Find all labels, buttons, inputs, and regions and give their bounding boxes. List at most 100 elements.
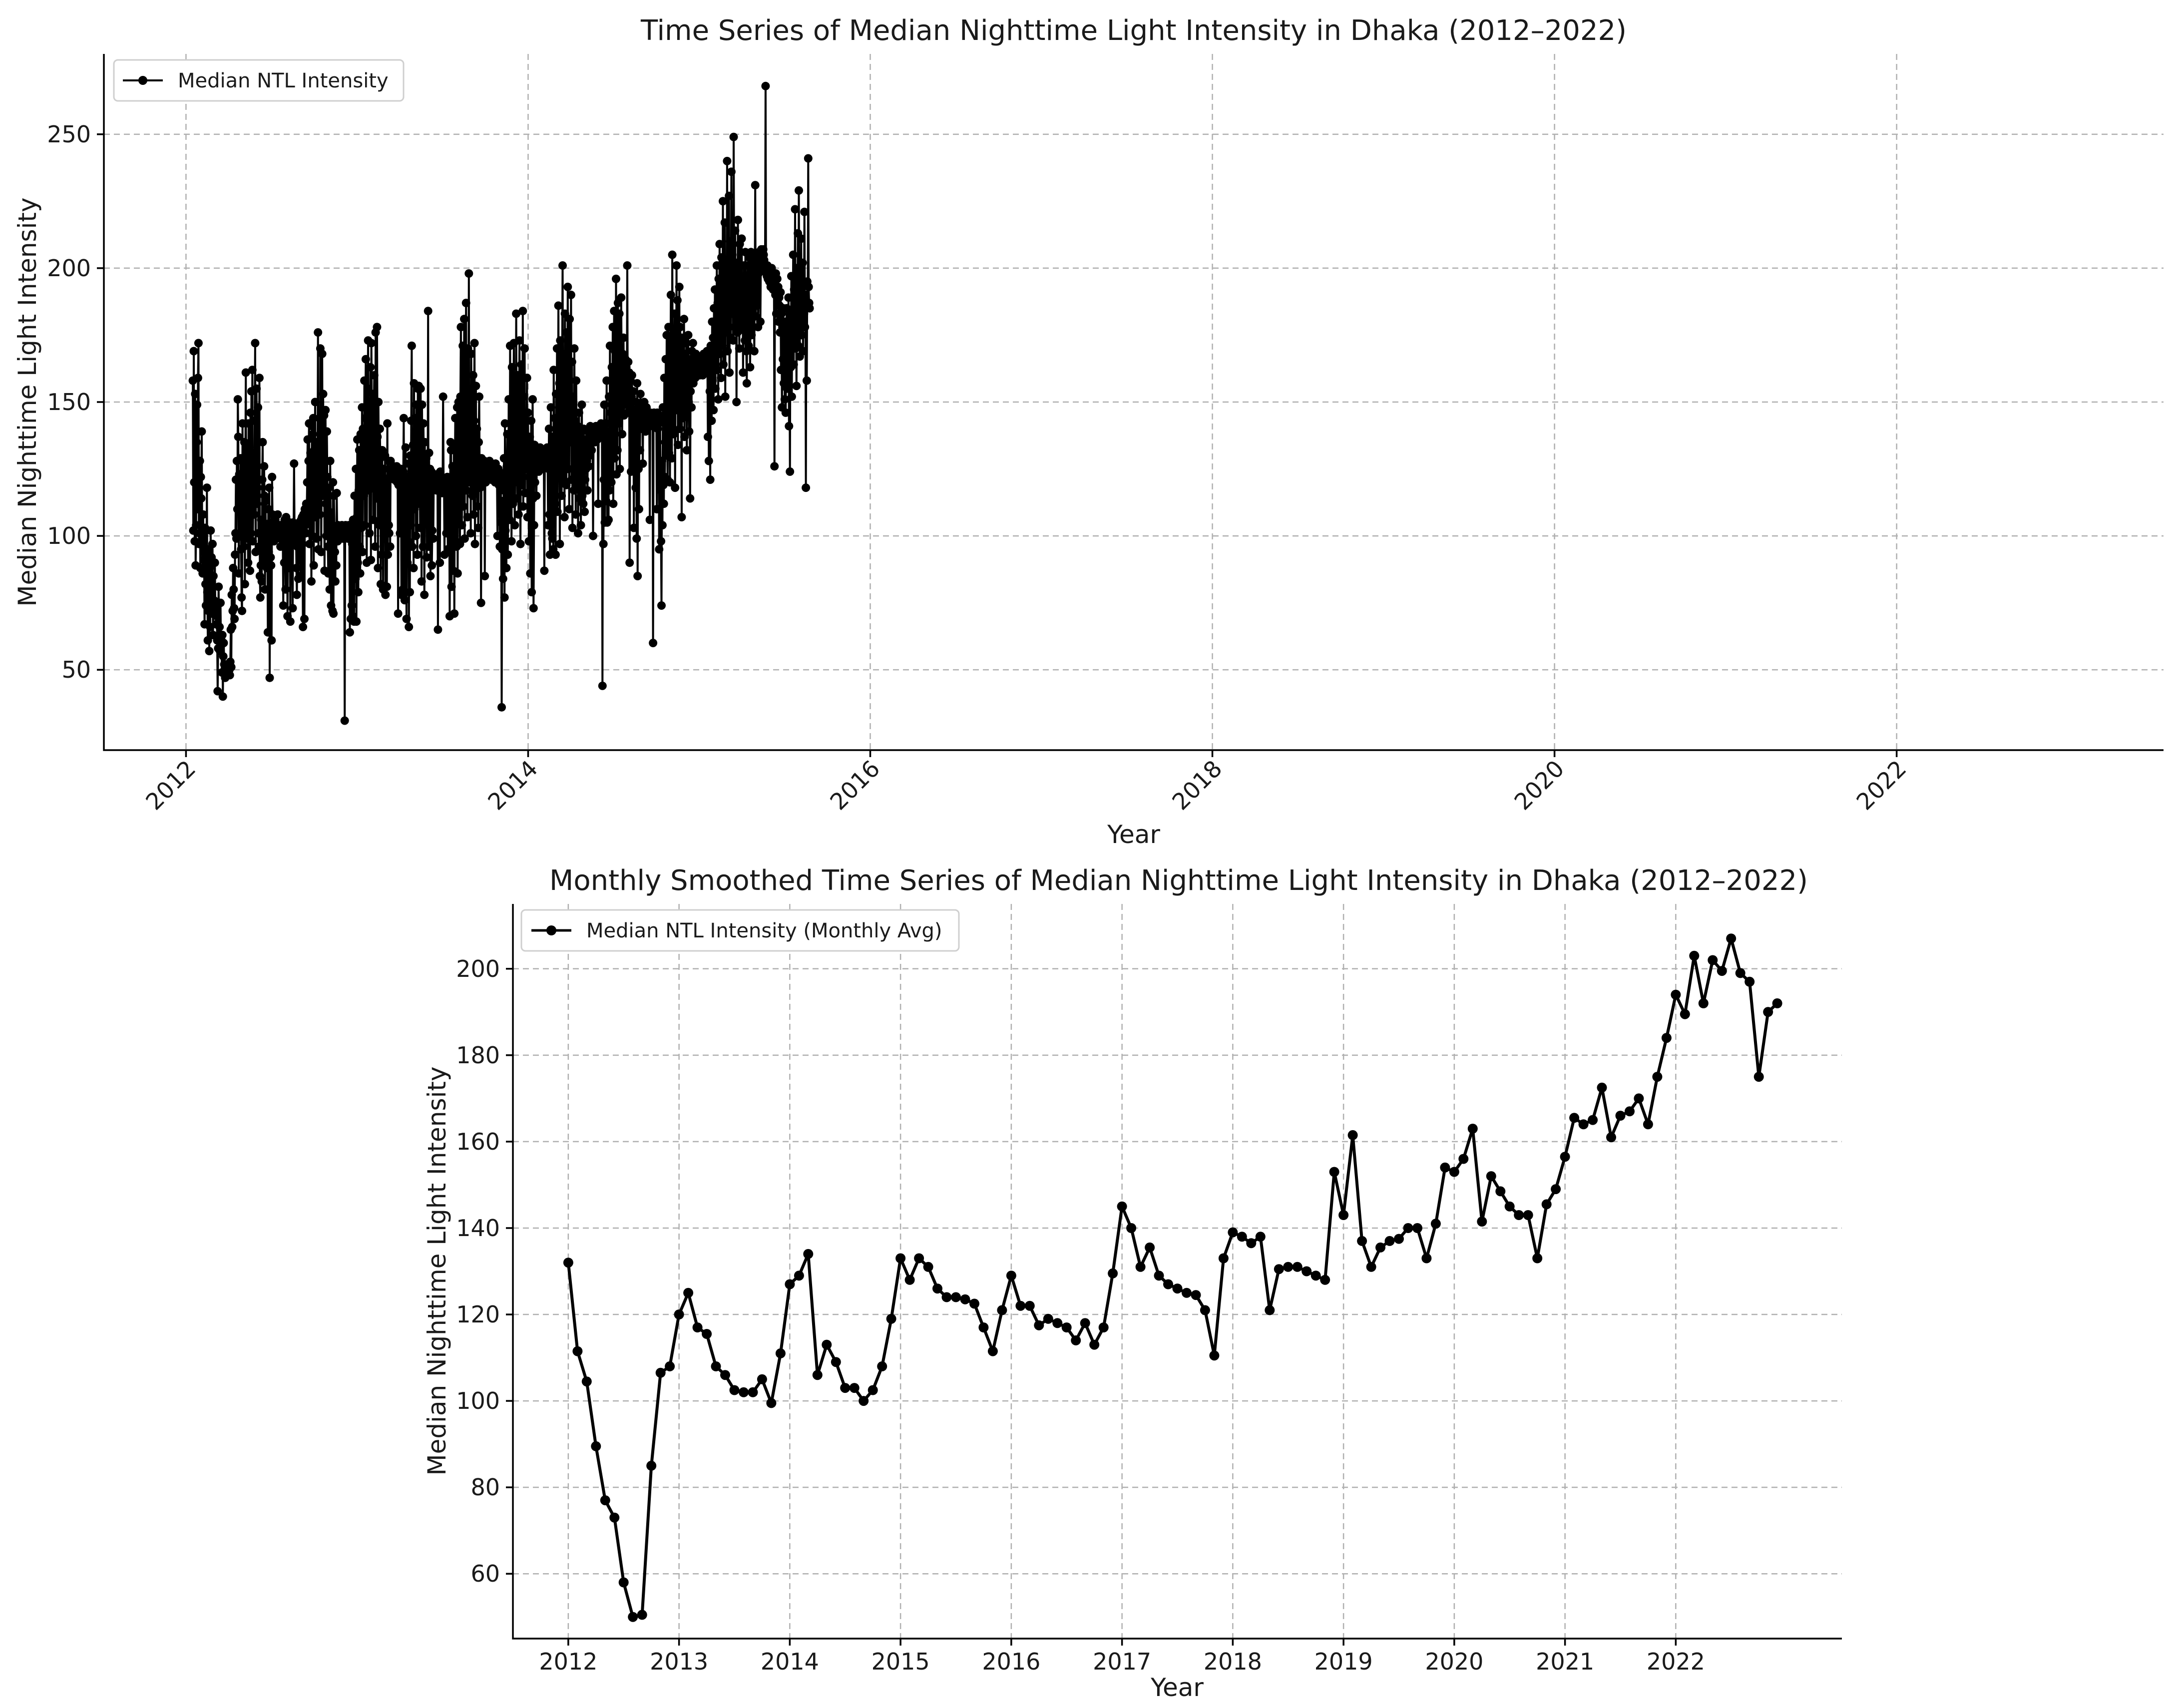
data-point xyxy=(304,456,313,465)
y-tick-label: 160 xyxy=(456,1128,500,1155)
data-point xyxy=(812,1370,823,1380)
data-point xyxy=(407,521,415,530)
data-point xyxy=(248,366,257,375)
data-point xyxy=(735,344,744,353)
data-point xyxy=(661,437,670,446)
data-point xyxy=(1024,1300,1035,1311)
data-point xyxy=(553,507,562,516)
data-point xyxy=(329,609,338,618)
chart-2-x-label: Year xyxy=(1150,1673,1204,1702)
data-point xyxy=(370,371,379,380)
data-point xyxy=(877,1361,887,1371)
data-point xyxy=(726,237,734,246)
data-point xyxy=(241,368,250,377)
data-point xyxy=(218,631,227,639)
x-tick-label: 2012 xyxy=(539,1648,597,1675)
data-point xyxy=(1753,1072,1764,1082)
data-point xyxy=(412,531,421,540)
data-point xyxy=(506,437,515,446)
data-point xyxy=(618,429,627,438)
data-point xyxy=(563,1258,573,1268)
data-point xyxy=(512,309,521,318)
data-point xyxy=(1172,1283,1183,1294)
data-point xyxy=(464,451,473,460)
data-point xyxy=(474,437,483,446)
data-point xyxy=(729,132,738,141)
data-point xyxy=(374,398,383,407)
data-point xyxy=(554,467,563,476)
data-point xyxy=(326,513,335,521)
data-point xyxy=(361,355,370,364)
data-point xyxy=(319,440,328,449)
data-point xyxy=(470,339,479,348)
data-point xyxy=(307,577,316,586)
data-point xyxy=(527,588,536,597)
x-tick-label: 2016 xyxy=(982,1648,1040,1675)
data-point xyxy=(239,542,248,551)
data-point xyxy=(742,379,751,388)
data-point xyxy=(784,374,793,383)
data-point xyxy=(574,408,583,417)
data-point xyxy=(707,366,716,375)
data-point xyxy=(532,491,541,500)
data-point xyxy=(1680,1009,1690,1019)
data-point xyxy=(244,558,253,567)
data-point xyxy=(480,572,489,580)
data-point xyxy=(470,539,479,548)
data-point xyxy=(406,451,415,460)
data-point xyxy=(728,250,737,259)
data-point xyxy=(607,363,616,372)
data-point xyxy=(323,472,332,481)
data-point xyxy=(376,425,384,433)
data-point xyxy=(473,502,482,511)
data-point xyxy=(1163,1279,1173,1289)
data-point xyxy=(605,486,614,495)
data-point xyxy=(738,293,747,302)
data-point xyxy=(254,403,263,412)
data-point xyxy=(1606,1132,1616,1143)
data-point xyxy=(1744,976,1755,987)
data-point xyxy=(895,1253,906,1264)
data-point xyxy=(612,274,620,283)
y-tick-label: 80 xyxy=(470,1474,500,1501)
data-point xyxy=(208,539,217,548)
data-point xyxy=(803,1249,814,1259)
data-point xyxy=(370,464,379,473)
data-point xyxy=(594,499,603,508)
data-point xyxy=(752,301,761,310)
data-point xyxy=(576,521,585,530)
data-point xyxy=(951,1292,961,1302)
data-point xyxy=(516,539,525,548)
data-point xyxy=(257,577,266,586)
data-point xyxy=(517,480,526,489)
data-point xyxy=(632,534,641,543)
data-point xyxy=(375,475,384,484)
data-point xyxy=(1588,1115,1598,1125)
data-point xyxy=(683,1287,694,1298)
data-point xyxy=(521,440,530,449)
chart-2-y-label: Median Nighttime Light Intensity xyxy=(423,1066,451,1475)
data-point xyxy=(676,323,685,332)
data-point xyxy=(1310,1271,1321,1281)
data-point xyxy=(1671,989,1681,1000)
data-point xyxy=(702,1329,712,1339)
data-point xyxy=(353,513,362,521)
data-point xyxy=(527,417,536,425)
data-point xyxy=(708,376,717,385)
data-point xyxy=(207,585,216,594)
data-point xyxy=(720,317,729,326)
data-point xyxy=(468,371,477,380)
data-point xyxy=(707,417,716,425)
data-point xyxy=(246,566,255,575)
data-point xyxy=(779,355,788,364)
data-point xyxy=(655,545,664,554)
data-point xyxy=(692,1322,703,1332)
data-point xyxy=(675,425,684,433)
data-point xyxy=(245,480,254,489)
data-point xyxy=(1246,1238,1257,1249)
data-point xyxy=(519,502,528,511)
chart-1-legend-marker xyxy=(138,76,147,85)
y-tick-label: 250 xyxy=(47,121,91,148)
chart-2-legend-marker xyxy=(546,925,556,935)
data-point xyxy=(610,454,619,463)
